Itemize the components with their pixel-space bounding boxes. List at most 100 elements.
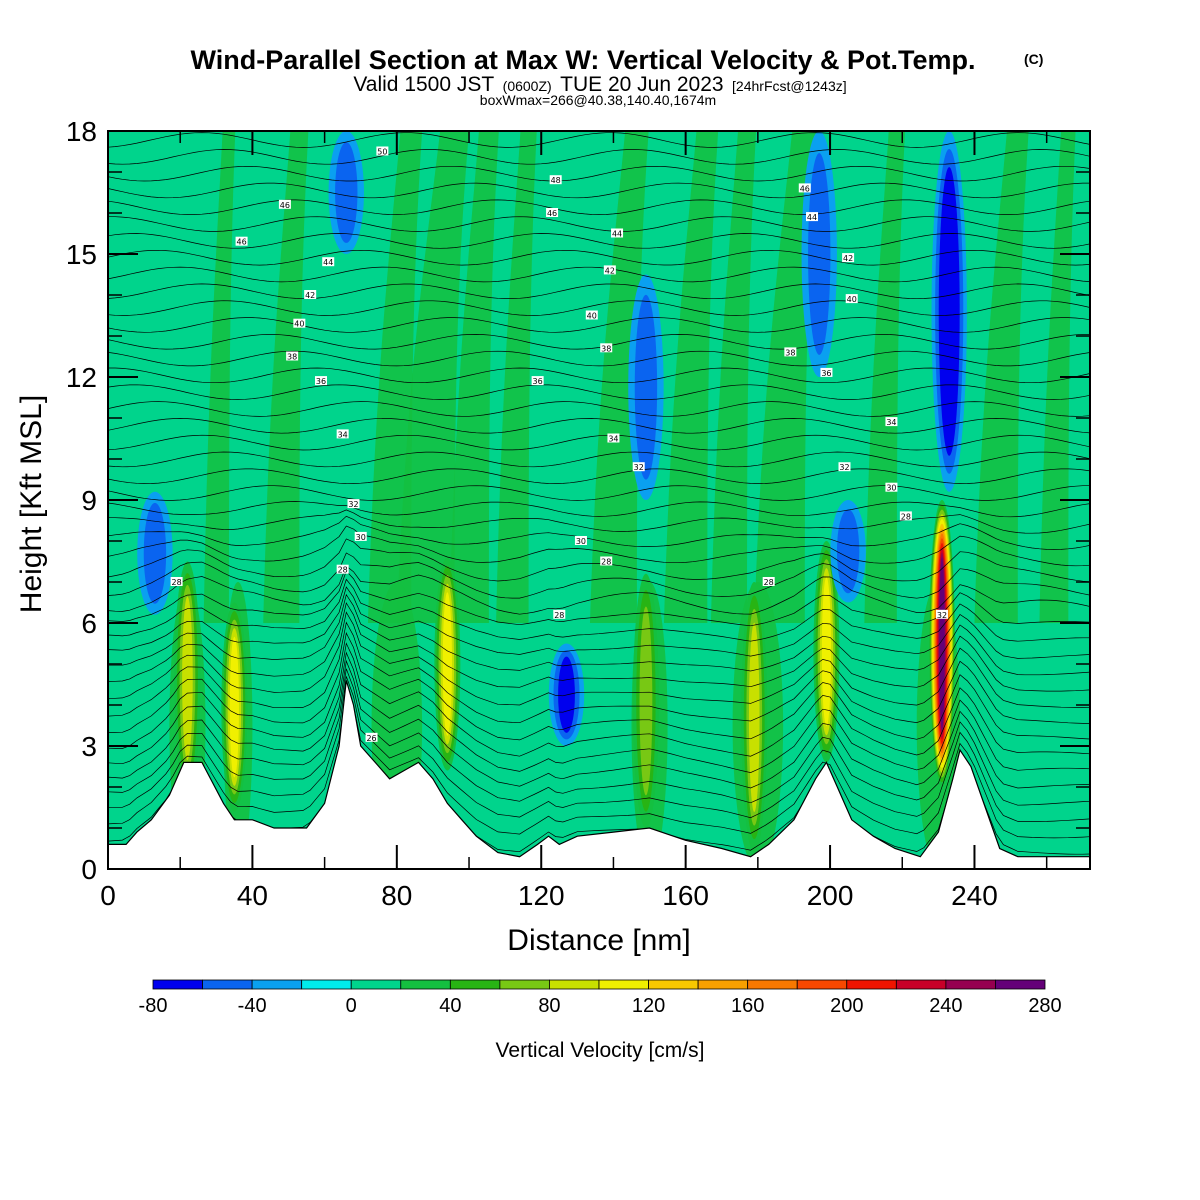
theta-contour-label-bg [806,212,819,222]
theta-contour-label-bg [286,351,299,361]
colorbar-swatch [598,979,649,990]
theta-contour-label-bg [885,417,898,427]
theta-contour-label: 32 [935,609,948,620]
theta-contour [108,468,1090,484]
theta-contour [108,401,1090,417]
theta-contour-label-bg [762,577,775,586]
colorbar-swatch [449,979,501,990]
subtitle-date: TUE 20 Jun 2023 [560,73,723,96]
theta-contour-label-text: 28 [764,578,774,587]
theta-contour-label-bg [899,511,912,521]
theta-contour [108,651,1090,773]
contour-labels: 50 48 46 46 46 44 44 42 42 40 40 38 38 36 36 34 34 32 32 30… [170,146,948,743]
theta-contour [108,552,1090,599]
theta-contour-label-text: 32 [839,463,849,472]
theta-contour-label: 38 [286,351,299,362]
theta-contour-label-text: 28 [338,566,348,575]
colorbar-swatch [400,979,451,990]
theta-contour-label-text: 32 [348,500,358,509]
theta-contour-label-text: 36 [533,377,543,386]
chart-title: Wind-Parallel Section at Max W: Vertical… [191,45,976,75]
theta-contour-label: 44 [611,228,624,239]
theta-contour-label: 38 [600,343,613,353]
colorbar-tick-label: 200 [830,995,863,1017]
x-tick-label: 160 [662,880,709,911]
colorbar-swatch [648,979,699,990]
theta-contour-label: 40 [585,310,598,321]
theta-contour-label-bg [784,347,797,357]
theta-contour-label-text: 44 [323,258,333,267]
subtitle-forecast: [24hrFcst@1243z] [732,78,847,94]
theta-contour-label: 38 [784,347,797,357]
theta-contour [108,317,1090,333]
theta-contour-label-text: 28 [601,558,611,567]
theta-contour-label-bg [531,376,544,386]
theta-contour [108,418,1090,434]
y-tick-label: 9 [81,485,97,516]
theta-contour-label: 34 [607,433,620,444]
theta-contour-label-text: 44 [612,230,622,239]
x-axis: 0 40 80 120 160 200 240 [100,131,1048,911]
theta-contour-label-bg [585,310,598,320]
downdraft-plume [335,142,358,243]
colorbar-swatch [747,979,798,990]
theta-contour-label: 30 [574,536,587,546]
updraft-plume [229,636,239,778]
theta-contour [108,515,1090,550]
potential-temperature-contours [108,132,1090,855]
downdraft-plume [942,185,957,438]
colorbar-tick-label: 160 [731,995,764,1017]
theta-contour-label: 46 [278,199,291,210]
theta-contour [108,165,1090,182]
theta-contour-label-bg [336,429,349,439]
theta-contour [108,642,1090,757]
theta-contour-label: 44 [322,257,335,267]
x-tick-label: 80 [381,880,412,911]
theta-contour [108,565,1090,615]
updraft-plume [821,577,832,727]
weak-updraft-streak [396,131,470,623]
weak-updraft-streak [496,131,537,623]
updraft-plume [442,592,452,736]
theta-contour-label: 40 [293,318,306,329]
theta-contour-label-bg [820,367,833,377]
theta-contour [108,300,1090,316]
theta-contour-label-text: 48 [551,176,561,185]
theta-contour-label-text: 46 [547,209,557,218]
theta-contour-label-text: 40 [294,320,304,329]
x-tick-label: 40 [237,880,268,911]
theta-contour [108,334,1090,350]
theta-contour [108,676,1090,822]
theta-contour-label-bg [365,732,378,742]
theta-contour-label: 36 [531,376,544,386]
weak-updraft-streak [263,131,309,623]
theta-contour-label-text: 28 [554,611,564,620]
theta-contour [108,182,1090,199]
chart-subtitle-box-wmax: boxWmax=266@40.38,140.40,1674m [480,92,716,108]
theta-contour-label-bg [235,236,248,246]
theta-contour-label-bg [278,199,291,209]
theta-contour [108,684,1090,839]
theta-contour-label-bg [170,577,183,586]
theta-contour-label: 32 [347,499,360,509]
theta-contour-label-text: 28 [901,512,911,521]
downdraft-plume [808,153,831,355]
theta-contour-label-bg [845,294,858,304]
theta-contour [108,611,1090,708]
chart-subtitle: Valid 1500 JST (0600Z) TUE 20 Jun 2023 [… [353,73,846,96]
theta-contour [108,249,1090,266]
theta-contour-label: 36 [315,376,328,386]
colorbar-swatch [549,979,600,990]
theta-contour-label: 28 [899,511,912,521]
theta-contour-label-bg [603,265,616,275]
theta-contour-label-bg [611,228,624,238]
x-axis-label: Distance [nm] [507,924,690,957]
colorbar-swatch [995,979,1046,990]
theta-contour-label-text: 38 [601,344,611,353]
theta-contour [108,659,1090,789]
theta-contour-label: 42 [603,265,616,275]
theta-contour-label-text: 34 [886,418,896,427]
x-tick-label: 0 [100,880,116,911]
theta-contour-label: 30 [885,482,898,493]
theta-contour [108,367,1090,384]
